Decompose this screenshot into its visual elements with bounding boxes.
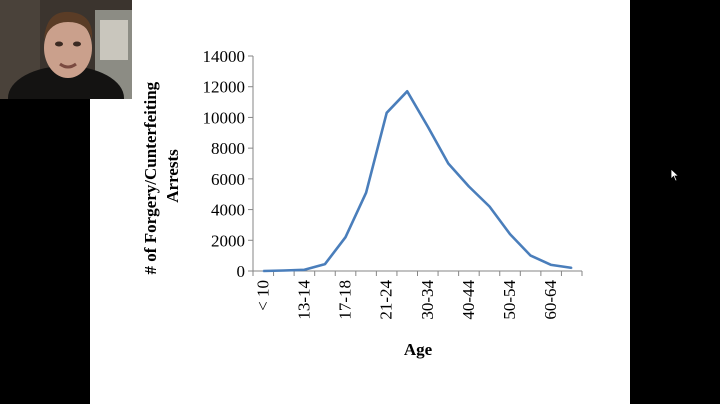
x-tick-label: 21-24	[377, 280, 396, 320]
data-point	[529, 254, 532, 257]
x-axis-label: Age	[404, 340, 433, 359]
chart-axes	[248, 55, 583, 276]
series-line	[263, 90, 572, 273]
y-tick-label: 14000	[203, 47, 246, 66]
y-tick-label: 2000	[211, 231, 245, 250]
y-tick-label: 8000	[211, 139, 245, 158]
y-tick-label: 6000	[211, 170, 245, 189]
data-point	[570, 267, 573, 269]
data-point	[468, 185, 470, 188]
x-tick-label: < 10	[253, 280, 272, 311]
data-point	[303, 268, 306, 271]
data-point	[283, 269, 285, 272]
y-axis-label: # of Forgery/Cunterfeiting Arrests	[141, 78, 182, 275]
data-point	[262, 270, 265, 272]
y-tick-label: 10000	[203, 108, 246, 127]
data-point	[550, 264, 552, 266]
x-tick-labels: < 10 13-14 17-18 21-24 30-34 40-44 50-54 60-64	[253, 280, 560, 320]
x-tick-label: 13-14	[294, 280, 313, 320]
x-tick-label: 40-44	[459, 280, 478, 320]
x-tick-label: 17-18	[336, 280, 355, 320]
data-point	[365, 191, 367, 194]
series-group	[262, 90, 573, 273]
y-tick-label: 4000	[211, 201, 245, 220]
y-axis-label-line-1: # of Forgery/Cunterfeiting	[141, 81, 160, 274]
data-point	[344, 236, 347, 239]
data-point	[385, 112, 388, 114]
x-tick-label: 50-54	[500, 280, 519, 320]
data-point	[324, 263, 326, 265]
slide	[90, 0, 630, 404]
mouse-cursor-icon	[670, 168, 680, 182]
x-tick-label: 30-34	[418, 280, 437, 320]
y-tick-label: 0	[237, 262, 246, 281]
data-point	[447, 162, 450, 165]
y-axis-label-line-2: Arrests	[163, 149, 182, 203]
data-point	[488, 205, 491, 208]
y-tick-labels: 0 2000 4000 6000 8000 10000 12000 14000	[203, 47, 246, 281]
presenter-webcam	[0, 0, 132, 99]
data-point	[509, 233, 511, 235]
data-point	[406, 90, 409, 93]
x-tick-label: 60-64	[541, 280, 560, 320]
data-point	[426, 125, 429, 128]
y-tick-label: 12000	[203, 78, 246, 97]
presenter-person-icon	[0, 0, 132, 99]
